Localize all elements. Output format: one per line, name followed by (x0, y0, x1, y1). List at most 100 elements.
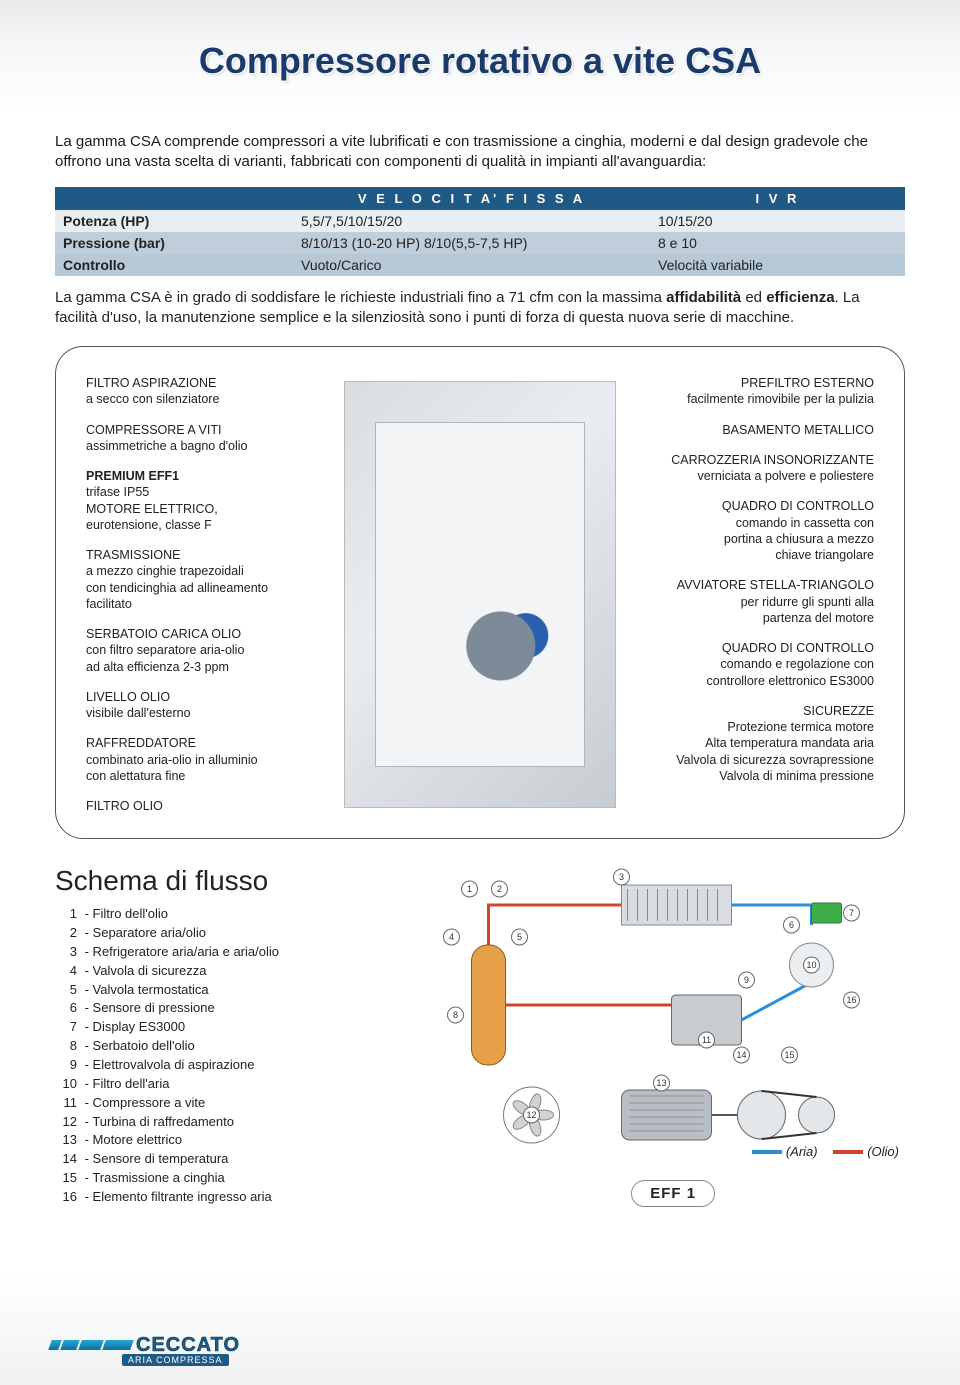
feature-head: CARROZZERIA INSONORIZZANTE (630, 452, 874, 468)
feature-sub: con tendicinghia ad allineamento (86, 580, 330, 596)
flow-item: 16 - Elemento filtrante ingresso aria (55, 1188, 378, 1207)
product-photo (344, 381, 615, 808)
feature-item: QUADRO DI CONTROLLOcomando in cassetta c… (630, 498, 874, 563)
feature-sub: Alta temperatura mandata aria (630, 735, 874, 751)
feature-head: SERBATOIO CARICA OLIO (86, 626, 330, 642)
th-fixed: V E L O C I T A' F I S S A (293, 187, 650, 210)
feature-item: SERBATOIO CARICA OLIOcon filtro separato… (86, 626, 330, 675)
feature-item: LIVELLO OLIOvisibile dall'esterno (86, 689, 330, 722)
feature-head: COMPRESSORE A VITI (86, 422, 330, 438)
flow-section: Schema di flusso 1 - Filtro dell'olio2 -… (55, 865, 905, 1207)
mid-a: La gamma CSA è in grado di soddisfare le… (55, 289, 666, 306)
flow-item: 11 - Compressore a vite (55, 1094, 378, 1113)
spec-table: V E L O C I T A' F I S S A I V R Potenza… (55, 187, 905, 276)
flow-item: 12 - Turbina di raffredamento (55, 1113, 378, 1132)
feature-box: FILTRO ASPIRAZIONEa secco con silenziato… (55, 346, 905, 839)
feature-item: FILTRO OLIO (86, 798, 330, 814)
svg-text:5: 5 (517, 932, 522, 942)
feature-sub: MOTORE ELETTRICO, (86, 501, 330, 517)
feature-head: QUADRO DI CONTROLLO (630, 498, 874, 514)
intro-text: La gamma CSA comprende compressori a vit… (55, 132, 905, 173)
feature-item: SICUREZZEProtezione termica motoreAlta t… (630, 703, 874, 784)
feature-head: LIVELLO OLIO (86, 689, 330, 705)
spec-fixed: 8/10/13 (10-20 HP) 8/10(5,5-7,5 HP) (293, 232, 650, 254)
flow-item: 4 - Valvola di sicurezza (55, 962, 378, 981)
th-ivr: I V R (650, 187, 905, 210)
feature-sub: per ridurre gli spunti alla (630, 594, 874, 610)
feature-sub: comando in cassetta con (630, 515, 874, 531)
flow-item: 1 - Filtro dell'olio (55, 905, 378, 924)
flow-item: 13 - Motore elettrico (55, 1131, 378, 1150)
feature-item: RAFFREDDATOREcombinato aria-olio in allu… (86, 735, 330, 784)
feature-sub: assimmetriche a bagno d'olio (86, 438, 330, 454)
svg-text:10: 10 (806, 960, 816, 970)
feature-sub: con filtro separatore aria-olio (86, 642, 330, 658)
feature-sub: facilitato (86, 596, 330, 612)
feature-sub: controllore elettronico ES3000 (630, 673, 874, 689)
feature-head: RAFFREDDATORE (86, 735, 330, 751)
flow-item: 9 - Elettrovalvola di aspirazione (55, 1056, 378, 1075)
svg-text:3: 3 (619, 872, 624, 882)
spec-fixed: 5,5/7,5/10/15/20 (293, 210, 650, 232)
feature-item: AVVIATORE STELLA-TRIANGOLOper ridurre gl… (630, 577, 874, 626)
page-title: Compressore rotativo a vite CSA (55, 40, 905, 82)
flow-item: 10 - Filtro dell'aria (55, 1075, 378, 1094)
svg-text:2: 2 (497, 884, 502, 894)
spec-label: Potenza (HP) (55, 210, 293, 232)
feature-sub: verniciata a polvere e poliestere (630, 468, 874, 484)
flow-title: Schema di flusso (55, 865, 378, 897)
features-left-col: FILTRO ASPIRAZIONEa secco con silenziato… (86, 375, 330, 814)
feature-sub: a mezzo cinghie trapezoidali (86, 563, 330, 579)
feature-item: COMPRESSORE A VITIassimmetriche a bagno … (86, 422, 330, 455)
svg-text:11: 11 (702, 1035, 711, 1045)
flow-legend: (Aria) (Olio) (740, 1144, 899, 1159)
svg-text:1: 1 (467, 884, 472, 894)
mid-paragraph: La gamma CSA è in grado di soddisfare le… (55, 288, 905, 329)
spec-fixed: Vuoto/Carico (293, 254, 650, 276)
svg-text:14: 14 (736, 1050, 746, 1060)
spec-ivr: 8 e 10 (650, 232, 905, 254)
eff-badge: EFF 1 (631, 1180, 715, 1207)
mid-b1: affidabilità (666, 289, 741, 306)
feature-sub: ad alta efficienza 2-3 ppm (86, 659, 330, 675)
mid-b2: efficienza (766, 289, 834, 306)
legend-air: (Aria) (786, 1144, 818, 1159)
feature-sub: eurotensione, classe F (86, 517, 330, 533)
feature-sub: con alettatura fine (86, 768, 330, 784)
feature-item: PREFILTRO ESTERNOfacilmente rimovibile p… (630, 375, 874, 408)
logo-sub: ARIA COMPRESSA (122, 1354, 229, 1366)
flow-item: 3 - Refrigeratore aria/aria e aria/olio (55, 943, 378, 962)
mid-c: ed (741, 289, 766, 306)
svg-text:7: 7 (849, 908, 854, 918)
flow-list: 1 - Filtro dell'olio2 - Separatore aria/… (55, 905, 378, 1207)
svg-text:15: 15 (784, 1050, 794, 1060)
spec-ivr: 10/15/20 (650, 210, 905, 232)
svg-text:4: 4 (449, 932, 454, 942)
svg-text:9: 9 (744, 975, 749, 985)
feature-sub: comando e regolazione con (630, 656, 874, 672)
flow-diagram: 12345678910111213141516 (Aria) (Olio) EF… (398, 865, 905, 1207)
feature-sub: portina a chiusura a mezzo (630, 531, 874, 547)
feature-head: QUADRO DI CONTROLLO (630, 640, 874, 656)
feature-head: FILTRO ASPIRAZIONE (86, 375, 330, 391)
feature-head: TRASMISSIONE (86, 547, 330, 563)
feature-sub: Valvola di sicurezza sovrapressione (630, 752, 874, 768)
feature-sub: Protezione termica motore (630, 719, 874, 735)
th-blank (55, 187, 293, 210)
spec-label: Controllo (55, 254, 293, 276)
feature-item: QUADRO DI CONTROLLOcomando e regolazione… (630, 640, 874, 689)
feature-head: AVVIATORE STELLA-TRIANGOLO (630, 577, 874, 593)
feature-item: TRASMISSIONEa mezzo cinghie trapezoidali… (86, 547, 330, 612)
feature-item: BASAMENTO METALLICO (630, 422, 874, 438)
spec-label: Pressione (bar) (55, 232, 293, 254)
svg-text:6: 6 (789, 920, 794, 930)
flow-item: 5 - Valvola termostatica (55, 981, 378, 1000)
feature-sub: visibile dall'esterno (86, 705, 330, 721)
flow-item: 8 - Serbatoio dell'olio (55, 1037, 378, 1056)
flow-item: 15 - Trasmissione a cinghia (55, 1169, 378, 1188)
feature-sub: trifase IP55 (86, 484, 330, 500)
feature-item: FILTRO ASPIRAZIONEa secco con silenziato… (86, 375, 330, 408)
spec-ivr: Velocità variabile (650, 254, 905, 276)
feature-head: PREMIUM EFF1 (86, 468, 330, 484)
feature-item: CARROZZERIA INSONORIZZANTEverniciata a p… (630, 452, 874, 485)
